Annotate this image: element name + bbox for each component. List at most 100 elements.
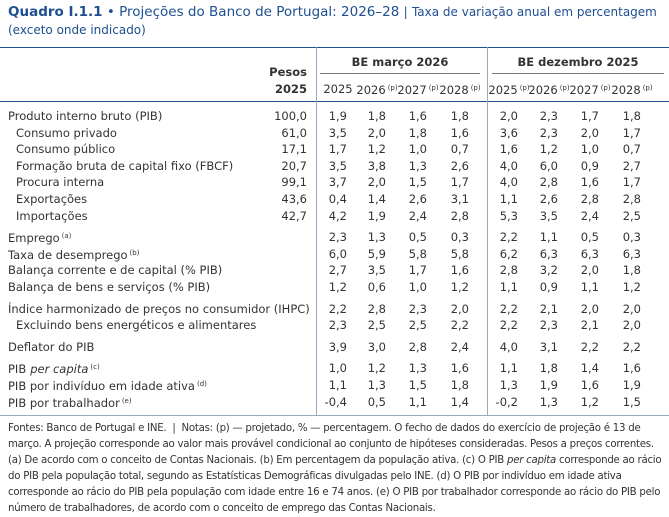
value: 2,5	[408, 318, 427, 333]
value: 1,6	[450, 361, 469, 376]
value: 0,7	[622, 142, 641, 157]
value: 2,6	[450, 158, 469, 173]
divider: |	[403, 5, 408, 19]
label: Procura interna	[16, 175, 105, 190]
year-header: 2027 (p)	[569, 81, 610, 97]
label: Formação bruta de capital fixo (FBCF)	[16, 158, 234, 173]
value: 2,2	[499, 230, 518, 245]
group-rule	[492, 73, 664, 74]
value: 6,3	[580, 246, 599, 261]
row-label: Procura interna	[16, 175, 104, 189]
value: 1,2	[450, 280, 469, 294]
rule	[0, 101, 669, 102]
value: 1,7	[450, 175, 469, 190]
row-label: PIB por trabalhador (e)	[8, 394, 132, 410]
weight: 43,6	[281, 192, 307, 206]
value: 2,8	[450, 208, 469, 223]
value: 3,8	[367, 158, 386, 173]
value: 0,9	[539, 280, 558, 294]
value: 1,3	[408, 361, 427, 376]
value: 0,5	[367, 394, 386, 409]
value: 1,4	[580, 361, 599, 376]
value: 2,3	[328, 230, 347, 245]
value: 3,5	[328, 158, 347, 173]
year: 2026	[356, 83, 386, 97]
value: 5,8	[450, 246, 469, 261]
weight: 17,1	[281, 142, 307, 157]
label-note: (a)	[61, 232, 72, 241]
label: Taxa de desemprego	[8, 247, 128, 262]
value: 2,8	[622, 192, 641, 206]
year-note: (p)	[600, 84, 611, 92]
value: 1,1	[580, 280, 599, 294]
footnote-part: per capita	[507, 455, 557, 466]
value: 2,5	[622, 208, 641, 223]
weight: 100,0	[274, 109, 307, 123]
value: 0,5	[408, 230, 427, 245]
label: Importações	[16, 208, 88, 223]
value: 2,4	[408, 208, 427, 223]
value: 2,3	[408, 301, 427, 316]
row-label: Consumo público	[16, 142, 115, 156]
title: Projeções do Banco de Portugal: 2026–28	[119, 4, 400, 20]
label: Consumo privado	[16, 125, 117, 140]
value: 5,8	[408, 246, 427, 261]
value: 1,0	[408, 280, 427, 294]
year: 2027	[569, 83, 599, 97]
value: 0,7	[450, 142, 469, 157]
row-label: Excluindo bens energéticos e alimentares	[16, 318, 256, 332]
table-label: Quadro I.1.1	[8, 4, 103, 20]
value: 4,0	[499, 158, 518, 173]
value: -0,2	[495, 394, 518, 409]
value: 1,0	[580, 142, 599, 157]
value: 2,8	[408, 339, 427, 354]
value: 2,6	[408, 192, 427, 206]
value: 0,3	[450, 230, 469, 245]
value: 3,9	[328, 339, 347, 354]
footnote-part: Fontes: Banco de Portugal e INE. | Notas…	[8, 423, 657, 466]
year-header: 2026 (p)	[528, 81, 569, 97]
year-header: 2027 (p)	[397, 81, 438, 97]
value: 2,0	[580, 301, 599, 316]
value: 2,7	[622, 158, 641, 173]
weight: 42,7	[281, 208, 307, 223]
weights-header: 2025	[274, 82, 307, 96]
label-note: (b)	[129, 248, 140, 257]
value: 2,0	[450, 301, 469, 316]
year: 2028	[611, 83, 641, 97]
value: 1,1	[539, 230, 558, 245]
value: 2,5	[367, 318, 386, 333]
value: 2,8	[499, 263, 518, 278]
value: 2,2	[580, 339, 599, 354]
value: 2,8	[367, 301, 386, 316]
value: 4,2	[328, 208, 347, 223]
value: 2,3	[539, 125, 558, 140]
row-label: Importações	[16, 209, 88, 223]
subtitle: Taxa de variação anual em percentagem (e…	[8, 5, 657, 37]
label-note: (c)	[90, 363, 100, 372]
value: 3,0	[367, 339, 386, 354]
label-note: (d)	[196, 380, 207, 388]
value: 2,6	[539, 192, 558, 206]
value: 1,6	[450, 263, 469, 278]
label: PIB	[8, 362, 27, 377]
value: 2,8	[539, 175, 558, 190]
value: 1,7	[622, 125, 641, 140]
label: Excluindo bens energéticos e alimentares	[16, 318, 257, 333]
year-header: 2028 (p)	[611, 81, 652, 97]
value: 2,0	[622, 318, 641, 333]
value: 1,2	[580, 394, 599, 409]
value: 1,1	[499, 280, 518, 294]
value: 2,2	[328, 301, 347, 316]
year: 2025	[488, 83, 518, 97]
value: 1,1	[499, 192, 518, 206]
label: Consumo público	[16, 142, 116, 157]
label: PIB por trabalhador	[8, 395, 120, 410]
value: 2,0	[580, 125, 599, 140]
value: 3,5	[367, 263, 386, 278]
value: 3,2	[539, 263, 558, 278]
year: 2028	[439, 83, 469, 97]
year-note: (p)	[642, 84, 653, 92]
value: 1,8	[450, 378, 469, 392]
